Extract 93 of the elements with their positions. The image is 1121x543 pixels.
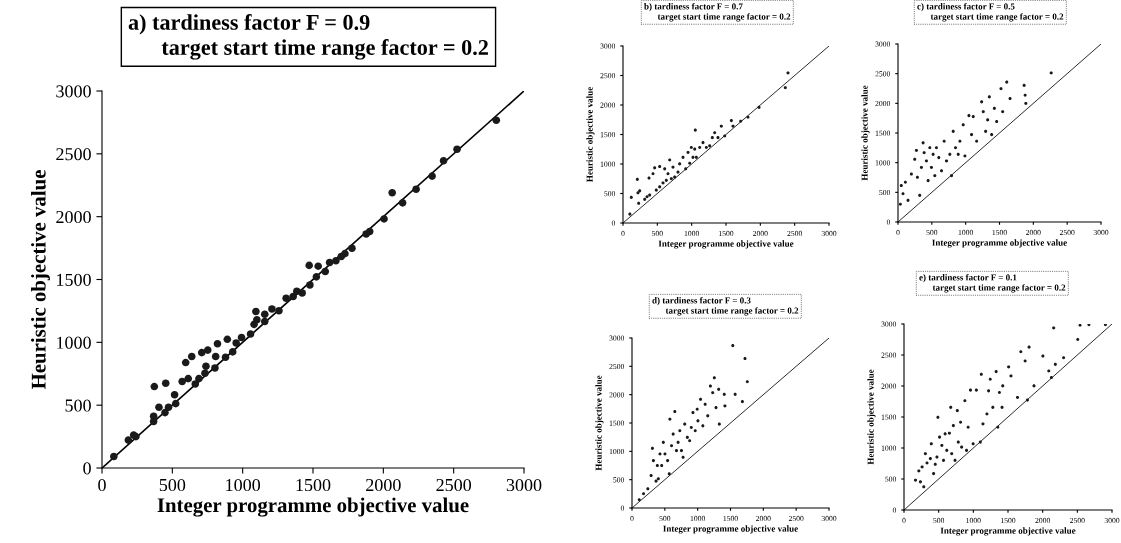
point: [723, 404, 727, 408]
point: [660, 464, 664, 468]
point: [637, 498, 641, 502]
y-tick-label: 1500: [57, 273, 91, 286]
chart-title: c) tardiness factor F = 0.5: [917, 3, 1015, 12]
y-axis-title: Heuristic objective value: [861, 85, 870, 181]
chart-title: b) tardiness factor F = 0.7: [644, 3, 743, 12]
point: [992, 106, 996, 110]
point: [695, 407, 699, 411]
point: [681, 155, 685, 159]
point: [990, 133, 994, 137]
point: [701, 424, 705, 428]
point: [984, 129, 988, 133]
y-tick-label: 2500: [56, 148, 91, 161]
point: [685, 435, 689, 439]
chart-subtitle: target start time range factor = 0.2: [932, 284, 1066, 293]
y-tick-label: 3000: [56, 85, 91, 98]
point: [981, 110, 985, 114]
point: [933, 174, 937, 178]
point: [714, 406, 718, 410]
point: [629, 195, 633, 199]
point: [674, 449, 679, 453]
x-tick-label: 500: [159, 478, 186, 492]
point: [635, 177, 639, 181]
point: [928, 146, 932, 150]
point: [693, 429, 697, 433]
point: [661, 440, 665, 444]
point: [658, 164, 662, 169]
y-tick-label: 1000: [57, 336, 91, 349]
point: [701, 141, 705, 145]
point: [650, 446, 654, 450]
point: [717, 387, 721, 391]
point: [729, 119, 733, 123]
point: [678, 429, 682, 433]
point: [713, 131, 717, 135]
point: [745, 380, 749, 384]
point: [899, 184, 903, 188]
x-axis-title: Integer programme objective value: [932, 239, 1067, 248]
point: [914, 148, 918, 152]
x-tick-label: 3000: [506, 478, 542, 492]
point: [915, 175, 919, 179]
point: [757, 105, 761, 109]
point: [688, 439, 692, 443]
point: [712, 376, 716, 380]
chart-subtitle: target start time range factor = 0.2: [657, 13, 791, 22]
chart-subtitle: target start time range factor = 0.2: [665, 307, 799, 316]
chart-title: d) tardiness factor F = 0.3: [652, 297, 751, 306]
point: [929, 165, 933, 170]
point: [913, 157, 917, 161]
point: [679, 449, 683, 453]
point: [783, 86, 787, 90]
point: [906, 198, 910, 202]
x-axis-title: Integer programme objective value: [658, 240, 794, 249]
point: [961, 123, 965, 127]
point: [646, 487, 650, 491]
point: [710, 136, 714, 140]
x-axis-title: Integer programme objective value: [940, 527, 1076, 536]
y-axis-title: Heuristic objective value: [595, 375, 604, 471]
x-axis-title: Integer programme objective value: [157, 497, 469, 517]
x-tick-label: 1500: [296, 478, 331, 492]
x-tick-label: 2500: [436, 478, 472, 492]
point: [651, 459, 655, 463]
point: [918, 193, 922, 197]
x-axis-title: Integer programme objective value: [663, 525, 798, 534]
point: [1001, 110, 1005, 114]
y-tick-label: 500: [65, 399, 91, 412]
point: [740, 400, 744, 404]
x-tick-label: 1000: [226, 478, 261, 492]
point: [970, 133, 974, 137]
x-tick-label: 2000: [366, 478, 401, 492]
point: [628, 212, 632, 216]
point: [706, 414, 710, 418]
chart-subtitle: target start time range factor = 0.2: [161, 39, 488, 60]
x-tick-label: 0: [98, 478, 106, 492]
point: [743, 357, 747, 361]
chart-title: e) tardiness factor F = 0.1: [919, 274, 1017, 283]
y-tick-label: 0: [83, 462, 91, 475]
point: [686, 150, 690, 154]
y-axis-title: Heuristic objective value: [867, 369, 876, 465]
chart-title: a) tardiness factor F = 0.9: [128, 14, 370, 35]
point: [704, 145, 708, 150]
point: [919, 165, 923, 170]
y-axis-title: Heuristic objective value: [31, 170, 50, 390]
point: [669, 177, 673, 181]
point: [711, 391, 715, 395]
point: [637, 201, 641, 205]
point: [995, 120, 999, 124]
chart-subtitle: target start time range factor = 0.2: [930, 13, 1064, 22]
y-axis-title: Heuristic objective value: [586, 87, 595, 182]
point: [655, 464, 659, 468]
point: [722, 392, 726, 396]
y-tick-label: 2000: [56, 210, 91, 224]
point: [666, 459, 670, 463]
